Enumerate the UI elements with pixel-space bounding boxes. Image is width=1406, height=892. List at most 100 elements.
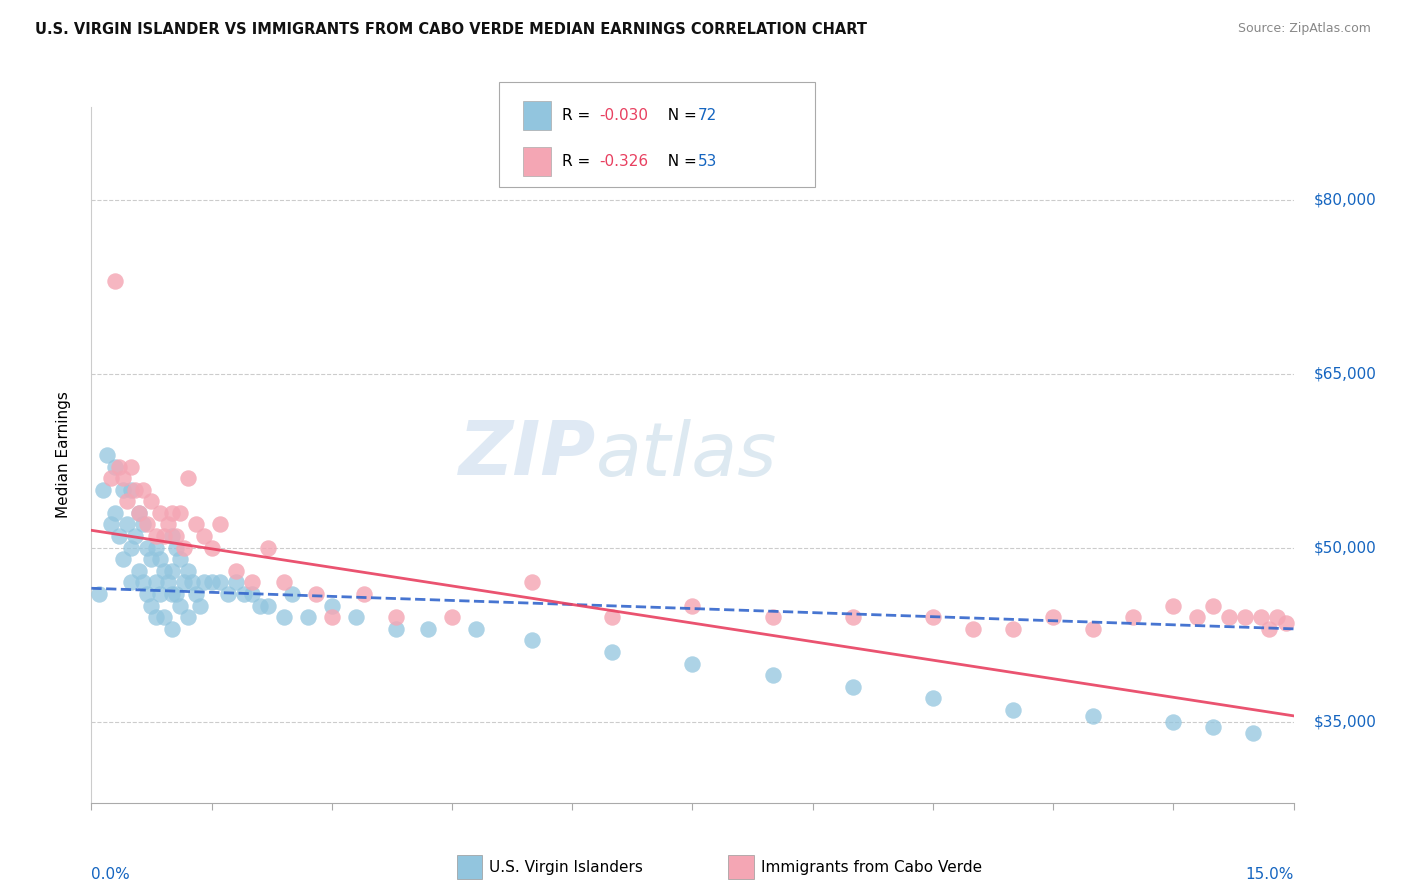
Point (112, 552, 135, 566)
Text: 0.0%: 0.0% (91, 866, 131, 881)
Point (145, 575, 167, 590)
Point (240, 575, 263, 590)
Point (89, 587, 111, 601)
Point (156, 517, 179, 532)
Point (256, 599, 278, 613)
Point (1161, 714, 1184, 729)
Point (1267, 610, 1289, 624)
Point (132, 575, 155, 590)
Text: 15.0%: 15.0% (1246, 866, 1294, 881)
Point (173, 575, 195, 590)
Text: N =: N = (658, 108, 702, 123)
Point (193, 529, 215, 543)
Point (145, 541, 167, 555)
Point (160, 622, 183, 636)
Point (141, 494, 163, 508)
Point (1202, 721, 1225, 735)
Point (1187, 610, 1209, 624)
Text: $65,000: $65,000 (1313, 367, 1376, 381)
Point (152, 529, 174, 543)
Point (1001, 622, 1024, 636)
Point (100, 471, 122, 485)
Point (93, 483, 115, 497)
Point (305, 587, 328, 601)
Text: $35,000: $35,000 (1313, 714, 1376, 729)
Point (1083, 708, 1105, 723)
Point (232, 587, 254, 601)
Point (173, 541, 195, 555)
Point (104, 459, 127, 474)
Point (100, 517, 122, 532)
Point (922, 610, 945, 624)
Text: Source: ZipAtlas.com: Source: ZipAtlas.com (1237, 22, 1371, 36)
Point (344, 610, 367, 624)
Point (136, 541, 159, 555)
Point (281, 587, 304, 601)
Point (132, 483, 155, 497)
Point (112, 471, 135, 485)
Point (145, 610, 167, 624)
Point (136, 587, 159, 601)
Point (217, 587, 239, 601)
Point (321, 599, 343, 613)
Point (141, 552, 163, 566)
Point (1274, 615, 1296, 630)
Point (762, 610, 785, 624)
Point (602, 610, 624, 624)
Point (96, 448, 118, 462)
Text: -0.326: -0.326 (599, 154, 648, 169)
Point (136, 517, 159, 532)
Point (1250, 610, 1272, 624)
Point (441, 610, 464, 624)
Point (188, 599, 211, 613)
Point (762, 668, 785, 682)
Point (184, 517, 207, 532)
Point (273, 575, 295, 590)
Point (416, 622, 439, 636)
Point (208, 575, 231, 590)
Text: R =: R = (562, 154, 596, 169)
Point (520, 575, 543, 590)
Text: 72: 72 (697, 108, 717, 123)
Point (169, 552, 191, 566)
Point (1234, 610, 1257, 624)
Point (128, 564, 150, 578)
Point (148, 587, 170, 601)
Point (1083, 622, 1105, 636)
Point (201, 541, 224, 555)
Point (273, 610, 295, 624)
Point (208, 517, 231, 532)
Point (465, 622, 488, 636)
Point (152, 564, 174, 578)
Point (184, 587, 207, 601)
Point (165, 541, 187, 555)
Text: $50,000: $50,000 (1313, 541, 1376, 555)
Point (165, 529, 187, 543)
Point (602, 645, 624, 659)
Point (841, 680, 863, 694)
Point (156, 575, 179, 590)
Point (225, 564, 247, 578)
Point (148, 506, 170, 520)
Point (124, 529, 146, 543)
Point (124, 483, 146, 497)
Point (117, 517, 139, 532)
Point (104, 506, 127, 520)
Point (160, 587, 183, 601)
Point (385, 622, 408, 636)
Point (112, 483, 135, 497)
Point (108, 529, 131, 543)
Point (169, 506, 191, 520)
Point (141, 599, 163, 613)
Point (121, 483, 143, 497)
Point (249, 599, 271, 613)
Point (1243, 726, 1265, 740)
Point (1001, 703, 1024, 717)
Point (176, 564, 198, 578)
Y-axis label: Median Earnings: Median Earnings (56, 392, 70, 518)
Point (193, 575, 215, 590)
Text: -0.030: -0.030 (599, 108, 648, 123)
Point (520, 633, 543, 648)
Point (1202, 599, 1225, 613)
Point (121, 459, 143, 474)
